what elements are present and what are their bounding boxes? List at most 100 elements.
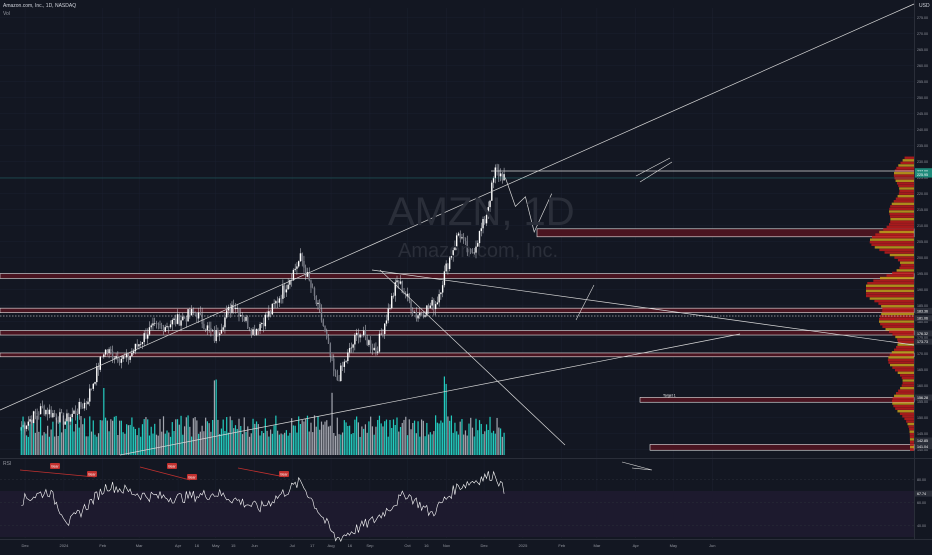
candle-body bbox=[122, 356, 124, 359]
candle-body bbox=[92, 383, 94, 389]
volume-profile-bar bbox=[897, 371, 914, 374]
volume-bar bbox=[306, 415, 309, 455]
volume-bar bbox=[78, 427, 80, 455]
volume-bar bbox=[234, 425, 237, 455]
candle-body bbox=[157, 323, 159, 325]
candle-body bbox=[501, 173, 504, 181]
volume-profile-bar bbox=[895, 369, 914, 372]
volume-bar bbox=[341, 432, 344, 455]
candle-body bbox=[420, 312, 423, 315]
volume-profile-bar bbox=[907, 422, 914, 426]
candle-body bbox=[375, 347, 377, 353]
volume-bar bbox=[64, 428, 66, 455]
volume-profile-bar bbox=[900, 261, 914, 264]
candle-body bbox=[127, 354, 130, 360]
volume-bar bbox=[499, 428, 502, 455]
volume-bar bbox=[278, 434, 280, 455]
volume-bar bbox=[238, 418, 240, 455]
volume-bar bbox=[99, 420, 101, 455]
candle-body bbox=[266, 314, 268, 317]
time-axis-label: 16 bbox=[195, 543, 200, 548]
volume-bar bbox=[428, 434, 430, 455]
candle-body bbox=[315, 295, 317, 305]
price-axis-label: 210.00 bbox=[917, 224, 928, 228]
candle-body bbox=[417, 315, 419, 319]
rsi-label: RSI bbox=[3, 461, 12, 467]
volume-profile-bar bbox=[899, 189, 914, 193]
candle-body bbox=[255, 328, 258, 335]
candle-body bbox=[296, 266, 298, 269]
volume-bar bbox=[199, 431, 201, 455]
trendline bbox=[379, 269, 566, 446]
candle-body bbox=[171, 319, 173, 325]
volume-profile-bar bbox=[899, 266, 914, 270]
volume-profile-bar bbox=[881, 312, 914, 316]
volume-bar bbox=[162, 416, 165, 455]
candle-body bbox=[104, 349, 107, 355]
volume-profile-bar bbox=[869, 241, 914, 244]
candle-body bbox=[25, 425, 28, 429]
candle-body bbox=[145, 333, 147, 339]
volume-profile-bar bbox=[890, 218, 914, 221]
candle-body bbox=[357, 332, 360, 338]
volume-profile-bar bbox=[897, 258, 914, 262]
candle-body bbox=[334, 370, 337, 376]
volume-profile-bar bbox=[866, 289, 914, 293]
volume-bar bbox=[117, 434, 119, 455]
volume-bar bbox=[305, 418, 307, 455]
volume-bar bbox=[36, 415, 38, 455]
volume-bar bbox=[40, 417, 42, 455]
price-tag-bg bbox=[915, 437, 932, 444]
time-axis-label: May bbox=[212, 543, 220, 548]
bear-badge bbox=[87, 471, 97, 477]
volume-profile-bar bbox=[897, 338, 914, 341]
candle-body bbox=[45, 409, 47, 415]
candle-body bbox=[463, 237, 465, 238]
candle-body bbox=[454, 246, 456, 251]
candle-body bbox=[139, 344, 142, 345]
candle-body bbox=[457, 233, 460, 236]
candle-body bbox=[283, 285, 286, 293]
volume-bar bbox=[343, 420, 345, 455]
price-axis-label: 175.00 bbox=[917, 336, 928, 340]
candle-body bbox=[34, 411, 37, 414]
volume-bar bbox=[143, 419, 145, 455]
candle-body bbox=[341, 365, 344, 367]
support-resistance-zone bbox=[0, 273, 915, 279]
support-resistance-zone bbox=[0, 352, 915, 358]
candle-body bbox=[362, 330, 365, 336]
candle-body bbox=[443, 271, 446, 286]
time-axis-label: Feb bbox=[558, 543, 566, 548]
volume-bar bbox=[22, 416, 24, 455]
volume-bar bbox=[466, 435, 468, 455]
volume-bar bbox=[96, 436, 98, 455]
volume-profile-bar bbox=[897, 340, 914, 344]
candle-body bbox=[268, 311, 270, 317]
candle-body bbox=[208, 325, 210, 328]
volume-bar bbox=[169, 436, 172, 455]
volume-profile-bar bbox=[909, 445, 914, 449]
volume-bar bbox=[329, 425, 331, 455]
volume-bar bbox=[173, 430, 175, 455]
volume-bar bbox=[217, 419, 219, 455]
candle-body bbox=[336, 375, 339, 381]
volume-profile-bar bbox=[882, 310, 914, 313]
volume-profile-bar bbox=[887, 358, 914, 362]
volume-bar bbox=[484, 431, 486, 455]
volume-profile-bar bbox=[890, 205, 914, 208]
price-axis-label: 240.00 bbox=[917, 128, 928, 132]
volume-bar bbox=[145, 417, 147, 455]
candle-body bbox=[434, 304, 437, 310]
time-axis-label: Mar bbox=[136, 543, 144, 548]
candle-body bbox=[433, 299, 435, 310]
candle-body bbox=[259, 324, 261, 331]
volume-bar bbox=[315, 426, 317, 455]
volume-bar bbox=[241, 434, 244, 455]
candle-body bbox=[154, 323, 156, 324]
volume-profile-bar bbox=[895, 197, 914, 200]
volume-bar bbox=[92, 420, 94, 455]
volume-bar bbox=[222, 419, 224, 455]
bear-badge bbox=[279, 471, 289, 477]
